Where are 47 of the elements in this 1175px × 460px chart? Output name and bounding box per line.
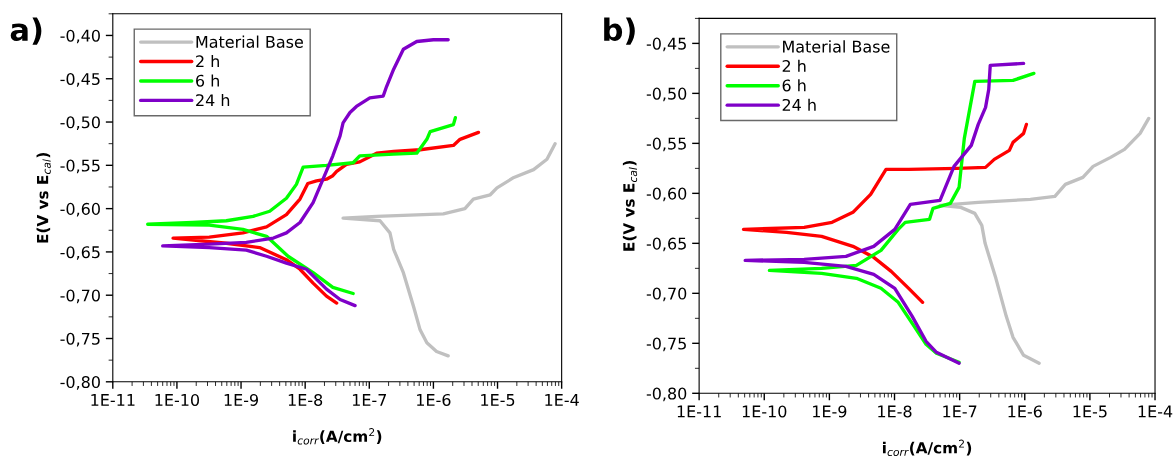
x-tick-label: 1E-9	[813, 405, 847, 418]
text: a)	[10, 17, 42, 45]
x-tick-label: 1E-5	[1073, 405, 1107, 418]
legend-label: 2 h	[782, 59, 806, 72]
y-tick-label: -0,75	[60, 332, 100, 347]
x-tick-label: 1E-10	[742, 405, 787, 418]
y-tick-label: -0,40	[60, 29, 100, 44]
y-tick-label: -0,45	[646, 37, 686, 52]
x-tick-label: 1E-6	[1008, 405, 1042, 418]
x-tick-label: 1E-10	[155, 393, 200, 406]
y-tick-label: -0,75	[646, 337, 686, 352]
y-tick-label: -0,60	[646, 187, 687, 202]
x-tick-label: 1E-7	[352, 394, 387, 406]
legend-label: 24 h	[196, 93, 230, 107]
x-tick-label: 1E-4	[1138, 405, 1173, 418]
y-tick-label: -0,70	[60, 289, 100, 304]
y-tick-label: -0,60	[60, 202, 100, 217]
x-tick-label: 1E-8	[288, 393, 323, 406]
y-tick-label: -0,50	[60, 116, 100, 130]
y-tick-label: -0,45	[60, 72, 100, 87]
y-axis-title: E(V vs E$_{cal}$)	[36, 153, 51, 243]
y-tick-label: -0,50	[646, 87, 687, 102]
y-tick-label: -0,80	[646, 387, 687, 402]
legend-label: 6 h	[196, 74, 219, 87]
x-tick-label: 1E-11	[91, 394, 135, 406]
y-tick-label: -0,70	[646, 287, 687, 302]
x-tick-label: 1E-4	[545, 394, 579, 406]
y-tick-label: -0,65	[646, 237, 686, 252]
x-tick-label: 1E-8	[878, 405, 912, 418]
x-tick-label: 1E-11	[677, 405, 721, 418]
y-tick-label: -0,80	[60, 376, 100, 390]
x-axis-title: i$_{corr}$(A/cm$^{2}$)	[293, 428, 382, 445]
legend-label: 2 h	[196, 54, 219, 68]
text: b)	[604, 17, 635, 45]
x-tick-label: 1E-6	[417, 393, 451, 406]
x-tick-label: 1E-9	[224, 393, 259, 406]
y-axis-title: E(V vs E$_{cal}$)	[622, 161, 638, 251]
x-tick-label: 1E-5	[481, 394, 515, 406]
legend-label: 6 h	[782, 79, 806, 92]
legend-label: Material Base	[196, 35, 303, 48]
y-tick-label: -0,55	[60, 159, 100, 174]
y-tick-label: -0,55	[646, 137, 686, 152]
x-axis-title: i$_{corr}$(A/cm$^{2}$)	[882, 439, 972, 457]
legend-label: Material Base	[783, 40, 890, 53]
x-tick-label: 1E-7	[943, 405, 977, 418]
legend-label: 24 h	[782, 98, 816, 111]
y-tick-label: -0,65	[60, 246, 100, 260]
